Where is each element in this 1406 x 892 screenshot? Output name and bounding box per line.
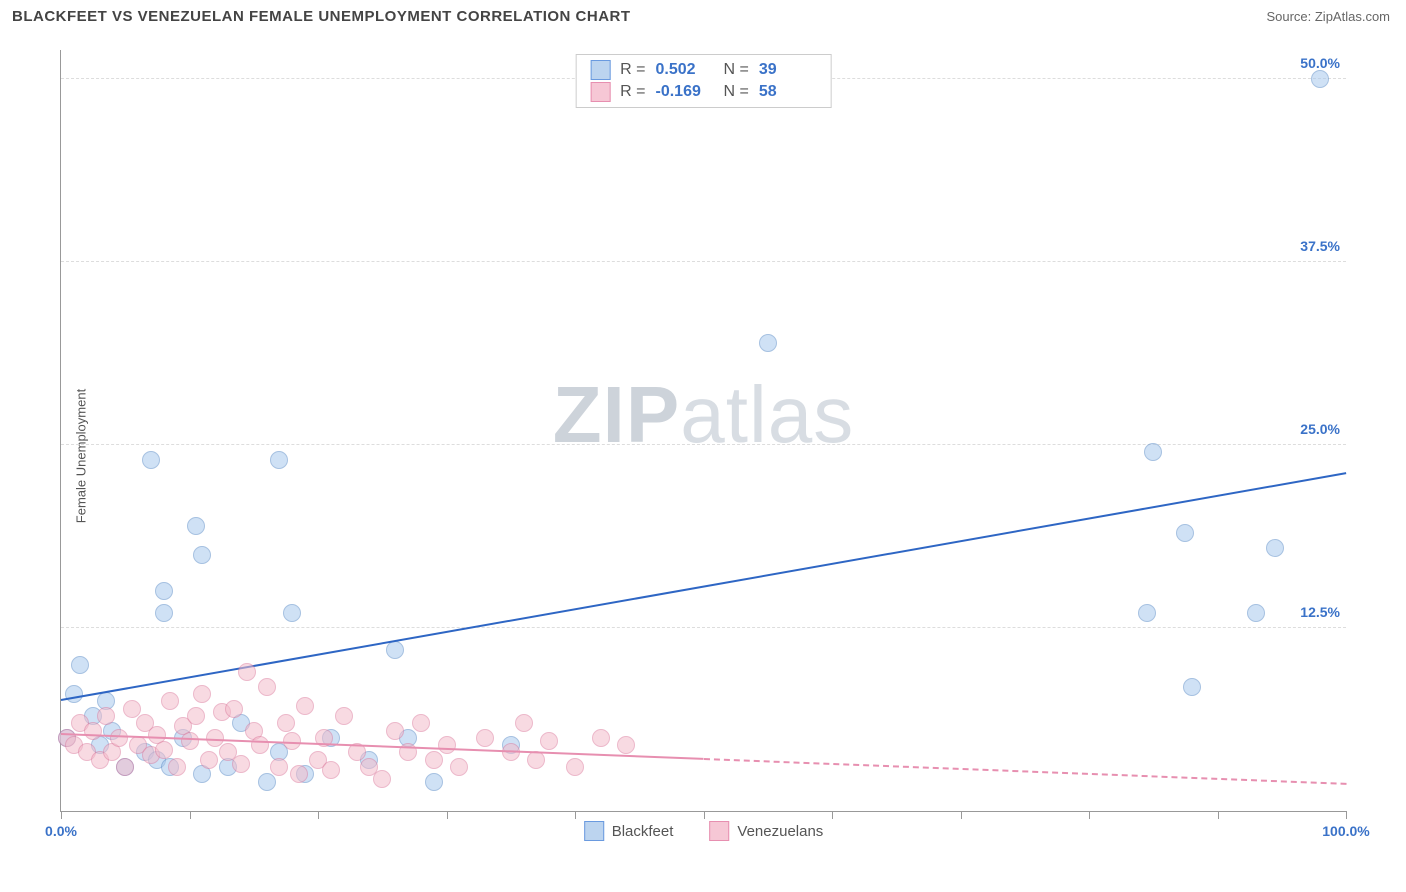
- data-point: [193, 546, 211, 564]
- legend-item: Blackfeet: [584, 821, 674, 841]
- x-tick: [1089, 811, 1090, 819]
- legend-series: Blackfeet Venezuelans: [584, 821, 824, 841]
- data-point: [142, 451, 160, 469]
- legend-item: Venezuelans: [709, 821, 823, 841]
- data-point: [617, 736, 635, 754]
- data-point: [270, 451, 288, 469]
- x-tick: [1346, 811, 1347, 819]
- data-point: [181, 732, 199, 750]
- legend-label: Blackfeet: [612, 823, 674, 840]
- data-point: [168, 758, 186, 776]
- data-point: [1176, 524, 1194, 542]
- data-point: [123, 700, 141, 718]
- x-tick-label: 0.0%: [45, 823, 77, 839]
- n-value: 39: [759, 61, 817, 79]
- data-point: [155, 741, 173, 759]
- data-point: [290, 765, 308, 783]
- x-tick: [447, 811, 448, 819]
- x-tick: [61, 811, 62, 819]
- plot-area: ZIPatlas R = 0.502N = 39R = -0.169N = 58…: [60, 50, 1346, 812]
- x-tick: [190, 811, 191, 819]
- r-value: 0.502: [656, 61, 714, 79]
- gridline: [61, 627, 1346, 628]
- data-point: [412, 714, 430, 732]
- data-point: [1247, 604, 1265, 622]
- data-point: [155, 582, 173, 600]
- data-point: [110, 729, 128, 747]
- data-point: [1266, 539, 1284, 557]
- data-point: [540, 732, 558, 750]
- y-tick-label: 50.0%: [1300, 55, 1340, 71]
- data-point: [258, 773, 276, 791]
- data-point: [425, 773, 443, 791]
- chart-title: BLACKFEET VS VENEZUELAN FEMALE UNEMPLOYM…: [12, 8, 631, 25]
- data-point: [187, 517, 205, 535]
- data-point: [232, 755, 250, 773]
- data-point: [759, 334, 777, 352]
- data-point: [84, 722, 102, 740]
- x-tick: [832, 811, 833, 819]
- data-point: [97, 707, 115, 725]
- legend-swatch: [709, 821, 729, 841]
- data-point: [71, 656, 89, 674]
- data-point: [225, 700, 243, 718]
- watermark: ZIPatlas: [553, 369, 854, 461]
- data-point: [1138, 604, 1156, 622]
- data-point: [476, 729, 494, 747]
- source-label: Source: ZipAtlas.com: [1266, 9, 1390, 24]
- data-point: [386, 641, 404, 659]
- data-point: [155, 604, 173, 622]
- x-tick: [704, 811, 705, 819]
- data-point: [450, 758, 468, 776]
- data-point: [373, 770, 391, 788]
- data-point: [65, 685, 83, 703]
- data-point: [277, 714, 295, 732]
- gridline: [61, 261, 1346, 262]
- data-point: [386, 722, 404, 740]
- data-point: [335, 707, 353, 725]
- data-point: [592, 729, 610, 747]
- legend-stat-row: R = -0.169N = 58: [590, 81, 817, 103]
- x-tick: [575, 811, 576, 819]
- data-point: [283, 604, 301, 622]
- data-point: [187, 707, 205, 725]
- data-point: [270, 758, 288, 776]
- data-point: [258, 678, 276, 696]
- data-point: [193, 685, 211, 703]
- legend-stats: R = 0.502N = 39R = -0.169N = 58: [575, 54, 832, 108]
- data-point: [296, 697, 314, 715]
- x-tick: [318, 811, 319, 819]
- legend-stat-row: R = 0.502N = 39: [590, 59, 817, 81]
- n-value: 58: [759, 83, 817, 101]
- x-tick: [961, 811, 962, 819]
- y-tick-label: 12.5%: [1300, 604, 1340, 620]
- data-point: [1183, 678, 1201, 696]
- data-point: [425, 751, 443, 769]
- data-point: [200, 751, 218, 769]
- data-point: [515, 714, 533, 732]
- legend-swatch: [584, 821, 604, 841]
- data-point: [566, 758, 584, 776]
- trend-line-dashed: [703, 758, 1346, 785]
- x-tick: [1218, 811, 1219, 819]
- legend-swatch: [590, 82, 610, 102]
- y-tick-label: 25.0%: [1300, 421, 1340, 437]
- legend-label: Venezuelans: [737, 823, 823, 840]
- legend-swatch: [590, 60, 610, 80]
- r-value: -0.169: [656, 83, 714, 101]
- data-point: [438, 736, 456, 754]
- data-point: [161, 692, 179, 710]
- data-point: [1311, 70, 1329, 88]
- x-tick-label: 100.0%: [1322, 823, 1369, 839]
- data-point: [251, 736, 269, 754]
- data-point: [238, 663, 256, 681]
- data-point: [322, 761, 340, 779]
- data-point: [1144, 443, 1162, 461]
- y-tick-label: 37.5%: [1300, 238, 1340, 254]
- data-point: [116, 758, 134, 776]
